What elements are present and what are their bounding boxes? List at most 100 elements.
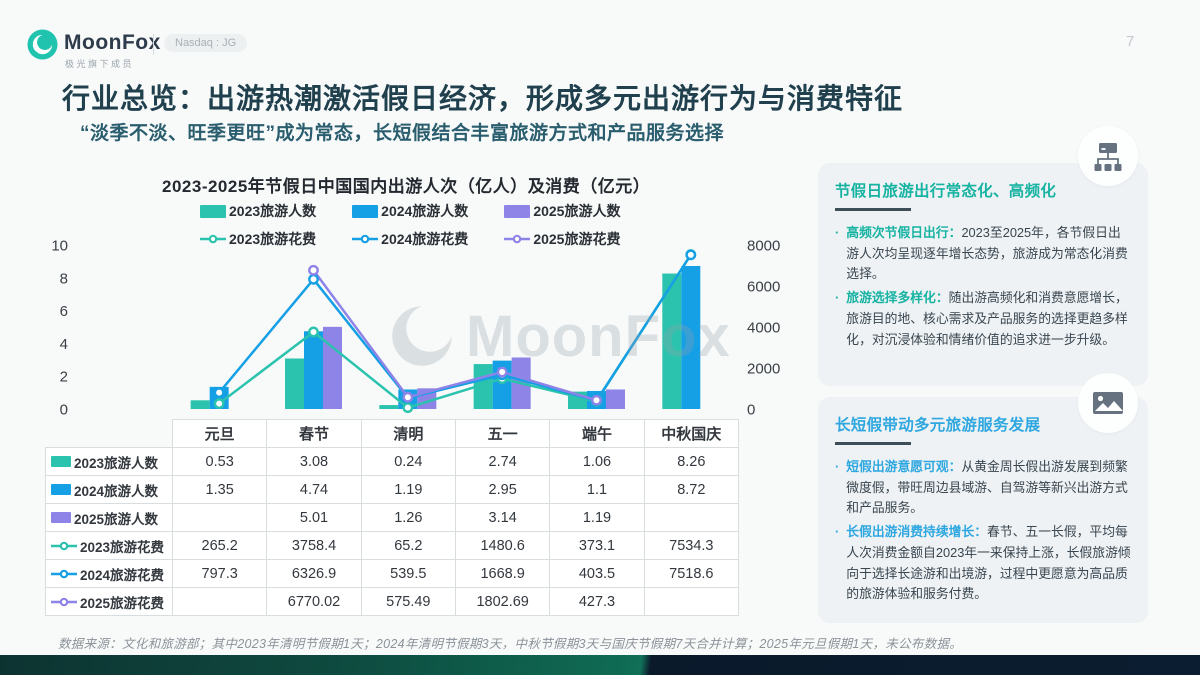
marker-2024旅游花费 bbox=[402, 392, 414, 404]
marker-2023旅游花费 bbox=[685, 249, 697, 260]
bar-2023旅游人数 bbox=[567, 391, 587, 409]
bar-legend-swatch bbox=[200, 204, 226, 218]
row-label-text: 2023旅游花费 bbox=[80, 539, 165, 555]
bullet-item: · 短假出游意愿可观：从黄金周长假出游发展到频繁微度假，带旺周边县域游、自驾游等… bbox=[835, 457, 1132, 519]
legend-row: 2023旅游花费 2024旅游花费 2025旅游花费 bbox=[200, 229, 720, 249]
table-column-header: 清明 bbox=[360, 419, 456, 448]
table-cell: 8.26 bbox=[643, 447, 739, 476]
bar-2024旅游人数 bbox=[398, 389, 418, 409]
right-axis-tick: 8000 bbox=[747, 238, 780, 255]
legend-row: 2023旅游人数 2024旅游人数 2025旅游人数 bbox=[200, 201, 720, 221]
legend-item: 2024旅游人数 bbox=[352, 201, 468, 221]
table-cell bbox=[643, 587, 739, 616]
row-label-text: 2024旅游花费 bbox=[80, 567, 165, 583]
table-cell: 1802.69 bbox=[454, 587, 551, 616]
table-cell: 3.08 bbox=[266, 447, 362, 476]
chart-legend: 2023旅游人数 2024旅游人数 2025旅游人数 2023旅游花费 2024旅游花费… bbox=[200, 201, 720, 249]
table-cell: 65.2 bbox=[360, 531, 456, 560]
bar-2025旅游人数 bbox=[417, 388, 437, 409]
left-axis-tick: 0 bbox=[60, 402, 68, 419]
insight-card-holiday-frequency: 节假日旅游出行常态化、高频化 · 高频次节假日出行：2023至2025年，各节假… bbox=[818, 163, 1148, 386]
table-row: 2025旅游人数 5.01 1.26 3.14 1.19 bbox=[45, 503, 739, 532]
table-cell: 1.19 bbox=[360, 475, 456, 504]
table-cell: 4.74 bbox=[266, 475, 362, 504]
row-label-text: 2025旅游人数 bbox=[74, 511, 159, 527]
table-corner-cell bbox=[46, 420, 173, 448]
marker-2023旅游花费 bbox=[308, 326, 319, 338]
marker-2023旅游花费 bbox=[402, 402, 414, 414]
table-column-header: 五一 bbox=[454, 419, 551, 448]
table-cell: 0.24 bbox=[360, 447, 456, 476]
right-axis-tick: 6000 bbox=[747, 279, 780, 296]
table-cell: 6326.9 bbox=[266, 559, 362, 588]
right-axis-tick: 4000 bbox=[747, 320, 780, 337]
right-axis-tick: 0 bbox=[747, 402, 755, 419]
moonfox-logo-icon bbox=[27, 29, 58, 60]
table-row: 2023旅游人数 0.53 3.08 0.24 2.74 1.06 8.26 bbox=[45, 447, 739, 476]
table-cell: 1.26 bbox=[360, 503, 456, 532]
legend-label: 2025旅游人数 bbox=[533, 203, 621, 219]
line-legend-marker bbox=[504, 234, 531, 244]
bullet-text: 长假出游消费持续增长：春节、五一长假，平均每人次消费金额自2023年一来保持上涨… bbox=[846, 524, 1131, 602]
legend-label: 2023旅游花费 bbox=[229, 231, 317, 247]
page-title: 行业总览：出游热潮激活假日经济，形成多元出游行为与消费特征 bbox=[62, 83, 904, 114]
table-cell: 1.35 bbox=[171, 475, 268, 504]
bullet-text: 高频次节假日出行：2023至2025年，各节假日出游人次均呈现逐年增长态势，旅游… bbox=[846, 225, 1128, 282]
bullet-text: 短假出游意愿可观：从黄金周长假出游发展到频繁微度假，带旺周边县域游、自驾游等新兴… bbox=[846, 459, 1128, 516]
legend-item: 2025旅游人数 bbox=[504, 201, 620, 221]
bar-2024旅游人数 bbox=[209, 386, 229, 409]
row-label-text: 2025旅游花费 bbox=[80, 595, 165, 611]
legend-label: 2023旅游人数 bbox=[229, 203, 317, 219]
table-cell: 1668.9 bbox=[454, 559, 551, 588]
legend-label: 2024旅游花费 bbox=[381, 231, 469, 247]
table-cell: 5.01 bbox=[266, 503, 362, 532]
row-swatch bbox=[51, 512, 71, 523]
image-icon bbox=[1078, 373, 1138, 433]
bar-2023旅游人数 bbox=[190, 400, 210, 409]
watermark-moon-icon bbox=[392, 306, 452, 366]
card-title: 长短假带动多元旅游服务发展 bbox=[835, 417, 1041, 434]
table-column-header: 端午 bbox=[549, 419, 645, 448]
data-table: 元旦 春节 清明 五一 端午 中秋国庆 2023旅游人数 0.53 3.08 0.24 2.74 1.… bbox=[45, 419, 739, 616]
marker-2025旅游花费 bbox=[308, 264, 319, 276]
table-cell: 575.49 bbox=[360, 587, 456, 616]
line-legend-marker bbox=[352, 234, 379, 244]
table-column-header: 元旦 bbox=[171, 419, 268, 448]
table-row-label: 2024旅游人数 bbox=[45, 475, 173, 504]
header-divider bbox=[153, 34, 154, 55]
line-legend-marker bbox=[200, 234, 226, 244]
logo-tagline: 极光旗下成员 bbox=[65, 59, 135, 69]
table-cell: 427.3 bbox=[549, 587, 645, 616]
bar-2023旅游人数 bbox=[473, 364, 493, 409]
card-title-underline bbox=[835, 208, 911, 211]
bar-2025旅游人数 bbox=[322, 326, 342, 409]
left-axis-tick: 10 bbox=[51, 238, 68, 255]
card-title: 节假日旅游出行常态化、高频化 bbox=[835, 183, 1057, 200]
table-row: 2025旅游花费 6770.02 575.49 1802.69 427.3 bbox=[45, 587, 739, 616]
sitemap-icon bbox=[1078, 126, 1138, 186]
table-row-label: 2025旅游人数 bbox=[45, 503, 173, 532]
bullet-dot: · bbox=[835, 524, 840, 540]
table-cell: 3758.4 bbox=[266, 531, 362, 560]
row-swatch bbox=[51, 484, 71, 495]
chart-title: 2023-2025年节假日中国国内出游人次（亿人）及消费（亿元） bbox=[162, 177, 651, 196]
bar-2025旅游人数 bbox=[605, 389, 625, 409]
table-row: 2023旅游花费 265.2 3758.4 65.2 1480.6 373.1 7534.3 bbox=[45, 531, 739, 560]
bar-2024旅游人数 bbox=[586, 390, 606, 409]
legend-label: 2025旅游花费 bbox=[533, 231, 621, 247]
table-cell: 1.06 bbox=[549, 447, 645, 476]
table-row: 2024旅游花费 797.3 6326.9 539.5 1668.9 403.5 7518.… bbox=[45, 559, 739, 588]
table-cell: 2.95 bbox=[454, 475, 551, 504]
left-axis-tick: 8 bbox=[60, 270, 68, 287]
table-cell: 403.5 bbox=[549, 559, 645, 588]
left-axis-tick: 4 bbox=[60, 336, 68, 353]
table-cell: 2.74 bbox=[454, 447, 551, 476]
right-axis-tick: 2000 bbox=[747, 361, 780, 378]
marker-2023旅游花费 bbox=[591, 395, 602, 407]
bullet-dot: · bbox=[835, 290, 840, 306]
data-source-note: 数据来源：文化和旅游部；其中2023年清明节假期1天；2024年清明节假期3天，… bbox=[58, 637, 963, 651]
table-row-label: 2023旅游花费 bbox=[45, 531, 173, 560]
logo-wordmark: MoonFox bbox=[64, 31, 161, 54]
legend-item: 2024旅游花费 bbox=[352, 229, 468, 249]
bottom-accent-bar bbox=[0, 655, 1200, 675]
